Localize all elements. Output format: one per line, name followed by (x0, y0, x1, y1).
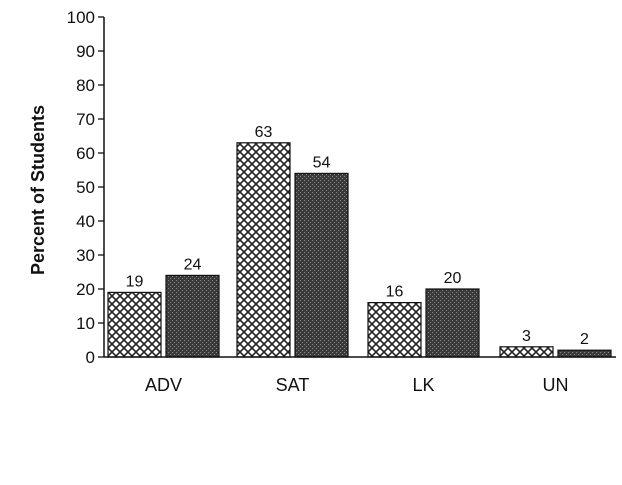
bar-value-label: 3 (522, 328, 531, 345)
bar-value-labels: 19 63 16 3 24 54 20 2 (126, 124, 589, 348)
y-tick-label: 50 (76, 178, 95, 197)
bars (107, 142, 612, 358)
y-axis: 0 10 20 30 40 50 60 70 80 90 100 (67, 8, 104, 367)
bar-value-label: 63 (255, 124, 273, 141)
y-tick-label: 10 (76, 314, 95, 333)
bar-sat-series-2 (294, 172, 349, 358)
bar-adv-series-2 (165, 274, 220, 358)
bar-value-label: 19 (126, 273, 144, 290)
bar-value-label: 20 (444, 270, 462, 287)
y-tick-label: 40 (76, 212, 95, 231)
y-tick-label: 100 (67, 8, 95, 27)
x-axis: ADV SAT LK UN (145, 375, 569, 395)
y-tick-label: 90 (76, 42, 95, 61)
y-tick-label: 30 (76, 246, 95, 265)
x-category-label: LK (412, 375, 434, 395)
bar-adv-series-1 (107, 291, 162, 358)
bar-value-label: 2 (580, 331, 589, 348)
y-axis-label: Percent of Students (28, 105, 48, 275)
bar-value-label: 54 (313, 154, 331, 171)
bar-un-series-2 (557, 349, 612, 358)
bar-sat-series-1 (236, 142, 291, 358)
y-tick-label: 0 (86, 348, 95, 367)
x-category-label: UN (543, 375, 569, 395)
x-category-label: SAT (276, 375, 310, 395)
y-tick-label: 70 (76, 110, 95, 129)
bar-value-label: 16 (386, 284, 404, 301)
bar-un-series-1 (499, 346, 554, 358)
y-tick-label: 20 (76, 280, 95, 299)
y-tick-label: 80 (76, 76, 95, 95)
x-category-label: ADV (145, 375, 182, 395)
y-tick-label: 60 (76, 144, 95, 163)
bar-lk-series-1 (367, 302, 422, 358)
bar-value-label: 24 (184, 256, 202, 273)
bar-lk-series-2 (425, 288, 480, 358)
